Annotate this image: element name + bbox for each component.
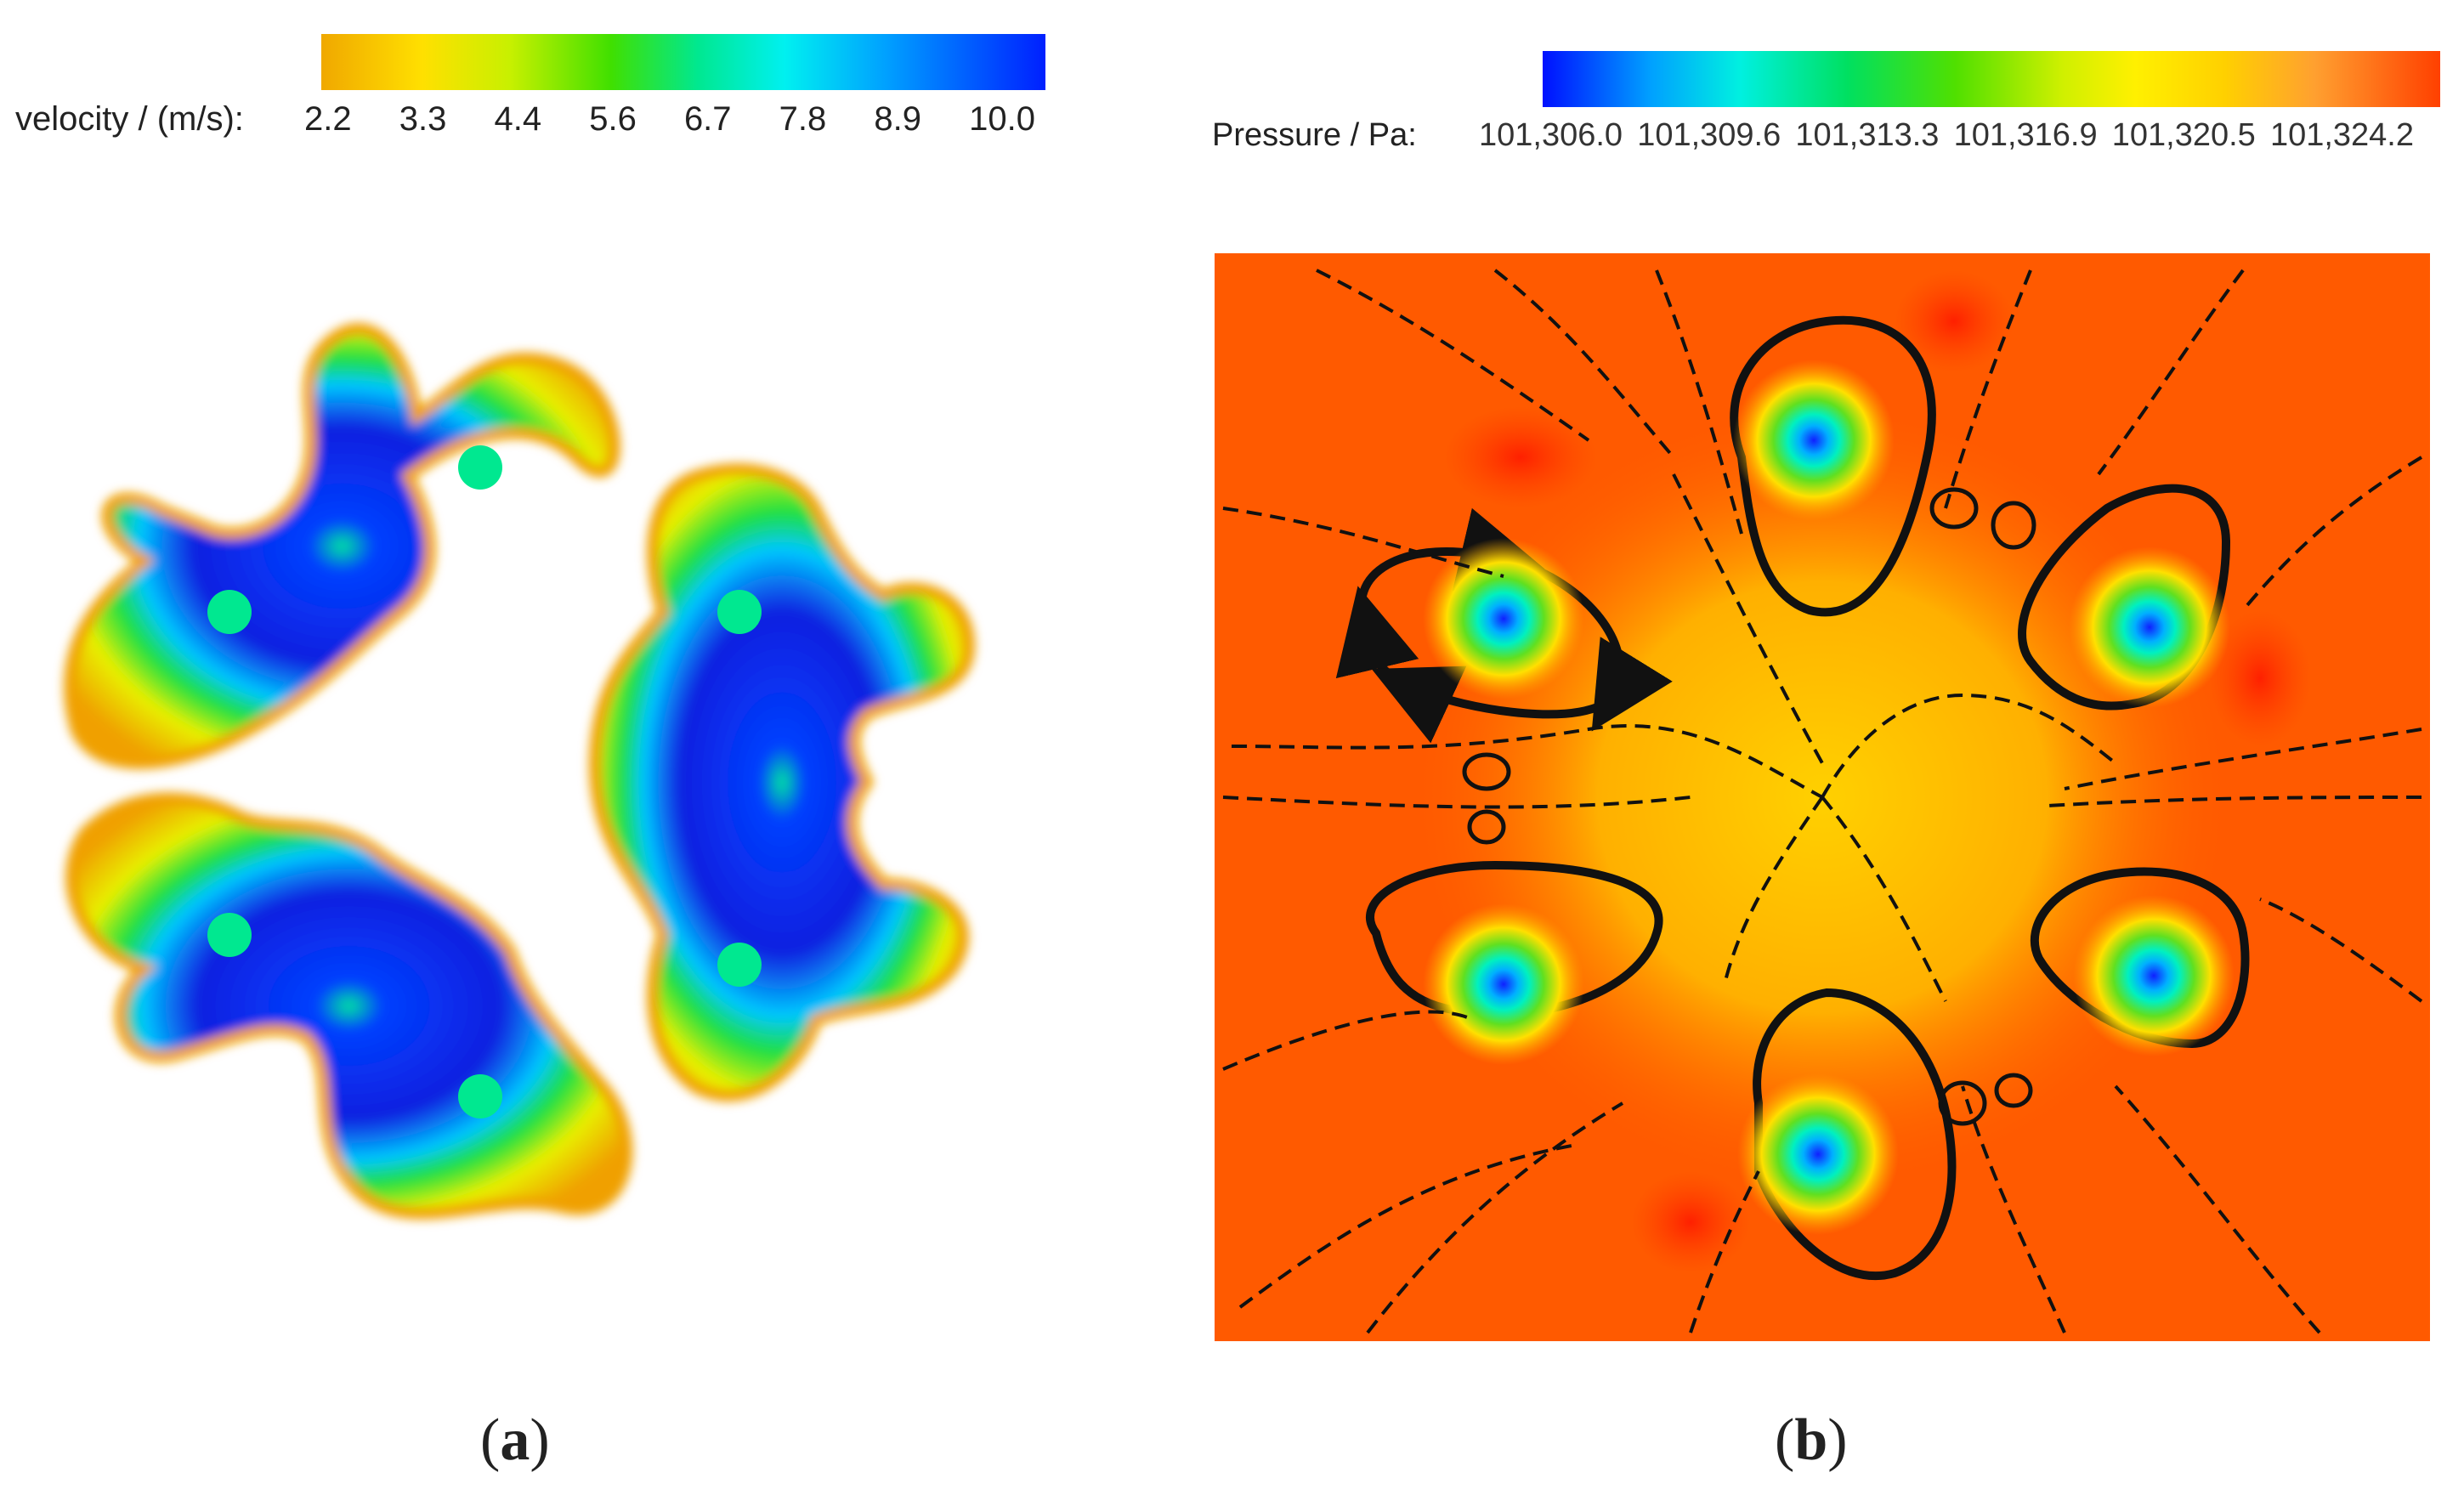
high-pressure-spot (1444, 406, 1597, 508)
vortex-core (2073, 895, 2235, 1056)
streamline (1655, 269, 1743, 535)
velocity-tick: 6.7 (683, 100, 732, 138)
streamline (1689, 1170, 1760, 1334)
velocity-tick: 4.4 (494, 100, 542, 138)
velocity-colorbar (321, 34, 1045, 90)
pressure-colorbar-ticks: 101,306.0 101,309.6 101,313.3 101,316.9 … (1479, 117, 2414, 154)
pressure-tick: 101,324.2 (2269, 117, 2414, 153)
vortex-loop-left-upper (1362, 552, 1620, 714)
secondary-vortices (1462, 487, 2036, 1126)
high-pressure-spot (2209, 610, 2311, 746)
streamline (2064, 728, 2422, 790)
velocity-tick: 10.0 (969, 100, 1035, 138)
streamline (2241, 456, 2423, 612)
secondary-vortex (1462, 752, 1511, 791)
velocity-lobe-right (588, 463, 976, 1101)
velocity-core (207, 590, 252, 634)
vortex-loop-top (1730, 315, 1936, 617)
velocity-lobe-upper-left (63, 323, 620, 769)
pressure-tick: 101,309.6 (1637, 117, 1781, 153)
pressure-contour-plot (1215, 253, 2430, 1341)
velocity-core (717, 943, 762, 987)
velocity-tick: 2.2 (304, 100, 352, 138)
vortex-core (1737, 1073, 1899, 1235)
velocity-core (717, 590, 762, 634)
vortex-core (2069, 546, 2230, 708)
streamline (2259, 898, 2423, 1003)
vortex-core (1423, 903, 1584, 1065)
streamline (2047, 796, 2422, 807)
streamline (1821, 796, 1947, 1002)
streamline (1231, 724, 1823, 799)
panel-b: Pressure / Pa: 101,306.0 101,309.6 101,3… (1173, 0, 2464, 1512)
panel-b-caption: (b) (1775, 1407, 1848, 1473)
streamline (1366, 1101, 1624, 1334)
velocity-core (458, 445, 502, 490)
pressure-colorbar (1543, 51, 2440, 107)
streamline (1821, 693, 2117, 798)
vortex-core (1733, 360, 1895, 521)
streamline (1222, 1010, 1470, 1071)
velocity-lobe-lower-left (65, 792, 633, 1220)
streamline (1672, 473, 1824, 764)
velocity-core (207, 913, 252, 957)
streamline (1723, 796, 1824, 985)
velocity-colorbar-label: velocity / (m/s): (15, 100, 244, 138)
velocity-tick: 5.6 (589, 100, 637, 138)
velocity-colorbar-ticks: 2.2 3.3 4.4 5.6 6.7 7.8 8.9 10.0 (304, 100, 1035, 139)
streamline (1944, 269, 2032, 509)
velocity-contour-plot (63, 323, 976, 1220)
streamline (2114, 1084, 2321, 1334)
secondary-vortex (1467, 809, 1506, 845)
streamlines (1222, 269, 2423, 1334)
secondary-vortex (1991, 501, 2036, 550)
velocity-tick: 7.8 (779, 100, 827, 138)
streamline (1961, 1085, 2066, 1334)
velocity-tick: 3.3 (399, 100, 447, 138)
pressure-tick: 101,320.5 (2111, 117, 2256, 153)
streamline (2097, 269, 2245, 476)
vortex-loop-right-upper (2018, 484, 2231, 711)
secondary-vortex (1994, 1073, 2033, 1108)
panel-a: velocity / (m/s): 2.2 3.3 4.4 5.6 6.7 7.… (0, 0, 1173, 1512)
secondary-vortex (1929, 487, 1979, 529)
panel-a-caption-letter: a (500, 1407, 530, 1473)
streamline (1238, 1144, 1572, 1309)
high-pressure-spot (1895, 270, 2014, 372)
pressure-colorbar-label: Pressure / Pa: (1212, 117, 1417, 153)
vortex-core (1423, 538, 1584, 699)
high-pressure-spot (1631, 1171, 1750, 1273)
velocity-core (458, 1074, 502, 1118)
pressure-tick: 101,316.9 (1953, 117, 2098, 153)
pressure-tick: 101,313.3 (1795, 117, 1940, 153)
velocity-tick: 8.9 (874, 100, 922, 138)
panel-a-caption: (a) (480, 1407, 550, 1473)
streamline (1493, 269, 1675, 459)
secondary-vortex (1938, 1080, 1987, 1126)
pressure-tick: 101,306.0 (1479, 117, 1623, 153)
panel-b-caption-letter: b (1794, 1407, 1828, 1473)
